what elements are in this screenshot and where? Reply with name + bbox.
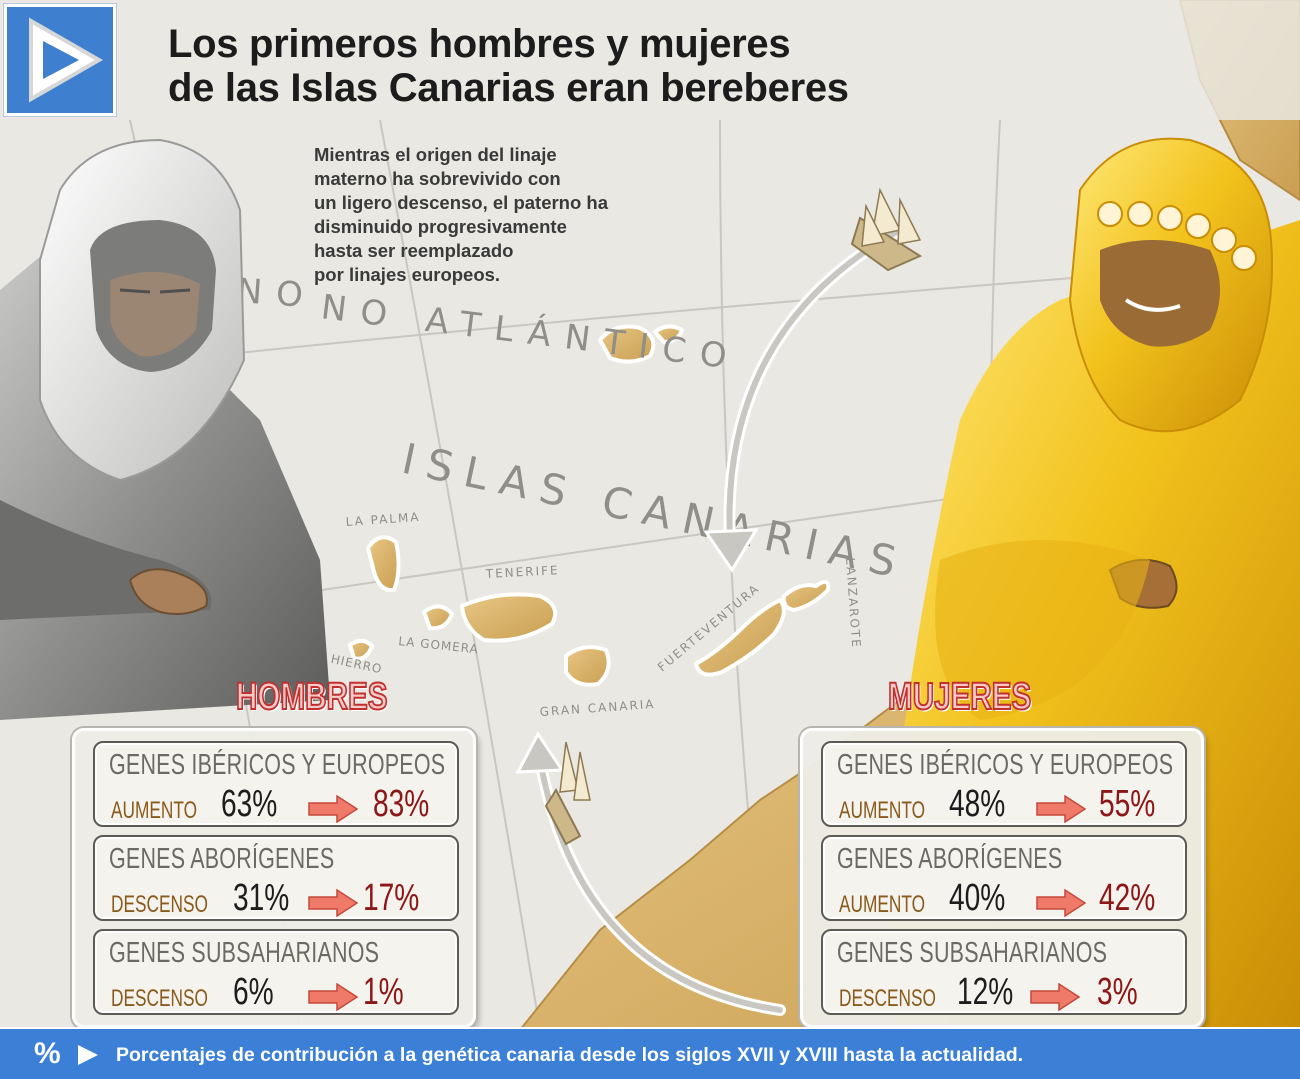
mujeres-row-aboriginal: GENES ABORÍGENES AUMENTO 40% 42%: [821, 835, 1187, 921]
gene-label: GENES ABORÍGENES: [837, 843, 1063, 875]
lanzarote-label: LANZAROTE: [843, 557, 863, 649]
gene-label: GENES IBÉRICOS Y EUROPEOS: [837, 749, 1174, 781]
footer: % Porcentajes de contribución a la genét…: [0, 1027, 1300, 1079]
gene-label: GENES SUBSAHARIANOS: [837, 937, 1108, 969]
arrow-right-icon: [308, 889, 359, 917]
arrow-right-icon: [308, 795, 359, 823]
page-title: Los primeros hombres y mujeres de las Is…: [168, 22, 1028, 110]
hombres-row-aboriginal: GENES ABORÍGENES DESCENSO 31% 17%: [93, 835, 459, 921]
hombres-panel: GENES IBÉRICOS Y EUROPEOS AUMENTO 63% 83…: [72, 728, 476, 1028]
arrow-right-icon: [308, 983, 359, 1011]
gene-label: GENES ABORÍGENES: [109, 843, 335, 875]
value-from: 63%: [221, 783, 278, 825]
arrow-right-icon: [1036, 889, 1087, 917]
value-from: 12%: [957, 971, 1014, 1013]
value-to: 17%: [363, 877, 420, 919]
arrow-right-icon: [1030, 983, 1081, 1011]
value-to: 3%: [1097, 971, 1138, 1013]
value-from: 48%: [949, 783, 1006, 825]
value-to: 83%: [373, 783, 430, 825]
mujeres-title: MUJERES: [887, 675, 1032, 719]
mujeres-row-iberian: GENES IBÉRICOS Y EUROPEOS AUMENTO 48% 55…: [821, 741, 1187, 827]
play-icon-small: [78, 1045, 98, 1065]
mujeres-panel: GENES IBÉRICOS Y EUROPEOS AUMENTO 48% 55…: [800, 728, 1204, 1028]
value-from: 40%: [949, 877, 1006, 919]
value-to: 42%: [1099, 877, 1156, 919]
ship-icon-bottom: [544, 741, 591, 846]
arrow-right-icon: [1036, 795, 1087, 823]
berber-man-illustration: [0, 138, 330, 720]
percent-symbol: %: [34, 1037, 61, 1070]
trend-label: AUMENTO: [111, 797, 198, 824]
value-from: 31%: [233, 877, 290, 919]
title-line-2: de las Islas Canarias eran bereberes: [168, 66, 849, 110]
intro-text: Mientras el origen del linaje materno ha…: [314, 144, 609, 285]
gene-label: GENES IBÉRICOS Y EUROPEOS: [109, 749, 446, 781]
tenerife-label: TENERIFE: [484, 563, 559, 581]
hombres-row-subsaharan: GENES SUBSAHARIANOS DESCENSO 6% 1%: [93, 929, 459, 1015]
gene-label: GENES SUBSAHARIANOS: [109, 937, 380, 969]
trend-label: DESCENSO: [111, 891, 208, 918]
header: Los primeros hombres y mujeres de las Is…: [0, 0, 1300, 120]
ship-icon-top: [850, 187, 923, 272]
value-to: 55%: [1099, 783, 1156, 825]
trend-label: DESCENSO: [111, 985, 208, 1012]
title-line-1: Los primeros hombres y mujeres: [168, 22, 791, 66]
hombres-row-iberian: GENES IBÉRICOS Y EUROPEOS AUMENTO 63% 83…: [93, 741, 459, 827]
trend-label: AUMENTO: [839, 797, 926, 824]
value-to: 1%: [363, 971, 404, 1013]
la-palma-label: LA PALMA: [345, 510, 421, 529]
trend-label: AUMENTO: [839, 891, 926, 918]
play-icon: [4, 4, 116, 116]
footer-caption: Porcentajes de contribución a la genétic…: [116, 1044, 1024, 1066]
svg-text:NO: NO: [235, 271, 318, 316]
value-from: 6%: [233, 971, 274, 1013]
mujeres-row-subsaharan: GENES SUBSAHARIANOS DESCENSO 12% 3%: [821, 929, 1187, 1015]
hombres-title: HOMBRES: [235, 675, 388, 719]
trend-label: DESCENSO: [839, 985, 936, 1012]
